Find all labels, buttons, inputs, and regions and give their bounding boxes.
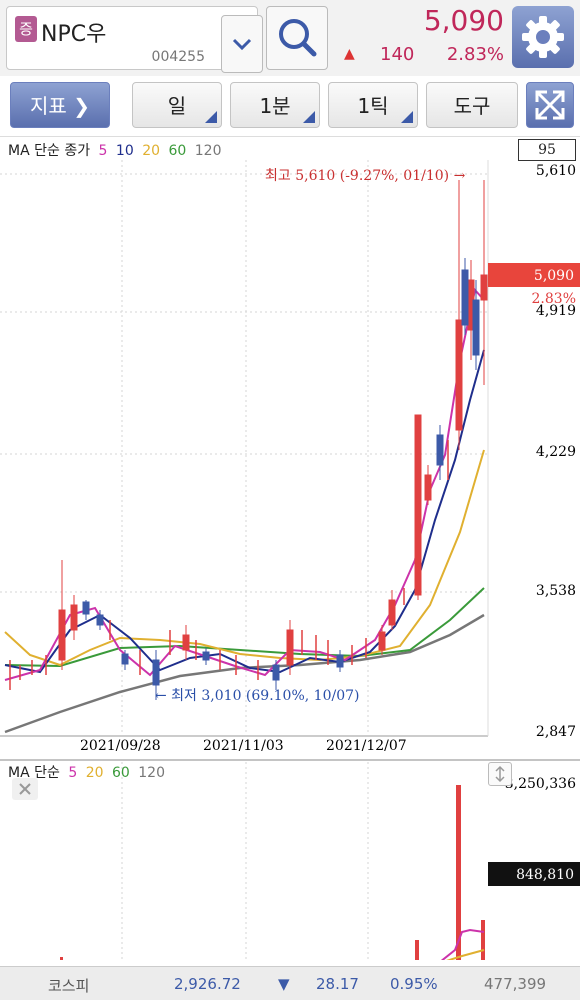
volume-ma5-line (440, 928, 485, 960)
legend-ma5: 5 (68, 765, 78, 781)
down-arrow-icon: ▼ (278, 975, 290, 993)
expand-button[interactable] (526, 82, 574, 128)
volume-ma20-line (446, 949, 485, 960)
visible-count-box[interactable]: 95 (518, 139, 576, 161)
stock-selector[interactable]: 증 NPC우 004255 (6, 6, 263, 73)
legend-ma10: 10 (115, 143, 134, 159)
chevron-down-icon (232, 38, 252, 51)
stock-name: NPC우 (41, 22, 107, 47)
current-price-tag-bg (488, 263, 580, 287)
high-annotation: 최고 5,610 (-9.27%, 01/10) → (265, 168, 466, 184)
legend-ma60: 60 (168, 143, 187, 159)
up-arrow-icon: ▲ (344, 46, 355, 62)
date-label: 2021/11/03 (203, 738, 284, 754)
market-name: 코스피 (48, 977, 90, 995)
resize-vertical-icon (495, 765, 505, 783)
market-status-bar[interactable]: 코스피 2,926.72 ▼ 28.17 0.95% 477,399 (0, 966, 580, 1000)
tab-period-day[interactable]: 일 (132, 82, 222, 128)
price-axis-label: 3,538 (536, 583, 576, 599)
legend-ma5: 5 (98, 143, 108, 159)
dropdown-triangle-icon (303, 111, 315, 123)
tab-tick[interactable]: 1틱 (328, 82, 418, 128)
price-chart-canvas[interactable]: 최고 5,610 (-9.27%, 01/10) → ← 최저 3,010 (6… (0, 160, 580, 960)
current-price: 5,090 (423, 4, 504, 37)
tab-minute[interactable]: 1분 (230, 82, 320, 128)
index-value: 2,926.72 (174, 975, 241, 993)
stock-dropdown-button[interactable] (221, 15, 263, 73)
chart-toolbar: 지표 ❯ 일 1분 1틱 도구 (0, 76, 580, 137)
gear-icon (522, 16, 564, 58)
tab-label: 도구 (453, 94, 491, 118)
index-pct: 0.95% (390, 975, 438, 993)
date-label: 2021/12/07 (326, 738, 407, 754)
price-axis-label: 2,847 (536, 724, 576, 740)
candlesticks (9, 180, 488, 700)
search-icon (279, 19, 317, 57)
legend-ma20: 20 (142, 143, 161, 159)
ma20-line (4, 449, 485, 667)
tab-label: 1틱 (357, 94, 389, 118)
legend-ma60: 60 (111, 765, 130, 781)
tab-label: 1분 (259, 94, 291, 118)
quote-header: 증 NPC우 004255 5,090 ▲ 140 2.83% (0, 0, 580, 76)
market-volume: 477,399 (484, 975, 547, 993)
indicator-label: 지표 (30, 94, 67, 118)
search-button[interactable] (266, 6, 328, 70)
date-label: 2021/09/28 (80, 738, 161, 754)
resize-pane-handle[interactable] (488, 762, 512, 786)
expand-icon (535, 90, 565, 120)
dropdown-triangle-icon (205, 111, 217, 123)
current-pct-tag: 2.83% (532, 291, 576, 307)
legend-ma120: 120 (138, 765, 165, 781)
price-axis-label: 4,229 (536, 444, 576, 460)
stock-code: 004255 (151, 49, 205, 65)
low-annotation: ← 최저 3,010 (69.10%, 10/07) (155, 688, 359, 704)
volume-grid (121, 762, 369, 960)
close-pane-button[interactable] (12, 778, 38, 800)
chevron-right-icon: ❯ (73, 94, 90, 118)
price-axis-label: 4,919 (536, 303, 576, 319)
volume-max-label: 3,250,336 (505, 776, 576, 792)
ma60-line (4, 587, 485, 668)
legend-ma120: 120 (194, 143, 222, 159)
settings-button[interactable] (512, 6, 574, 68)
price-change: 140 (380, 44, 415, 65)
market-badge: 증 (15, 16, 37, 42)
legend-ma20: 20 (85, 765, 104, 781)
ma120-line (4, 613, 485, 734)
current-price-tag: 5,090 (534, 268, 574, 284)
price-ma-legend[interactable]: MA 단순 종가 5 10 20 60 120 (8, 140, 221, 160)
volume-bars (60, 785, 485, 960)
index-change: 28.17 (316, 975, 359, 993)
price-grid (0, 160, 488, 735)
indicator-button[interactable]: 지표 ❯ (10, 82, 110, 128)
volume-tag-bg (488, 862, 580, 886)
legend-prefix: MA 단순 종가 (8, 143, 91, 159)
close-icon (19, 783, 31, 795)
price-change-pct: 2.83% (446, 44, 504, 65)
legend-prefix: MA 단순 (8, 765, 60, 781)
tools-button[interactable]: 도구 (426, 82, 518, 128)
price-axis-label: 5,610 (536, 163, 576, 179)
dropdown-triangle-icon (401, 111, 413, 123)
volume-ma-legend[interactable]: MA 단순 5 20 60 120 (8, 762, 165, 782)
tab-label: 일 (167, 94, 187, 118)
current-volume-tag: 848,810 (516, 867, 574, 883)
